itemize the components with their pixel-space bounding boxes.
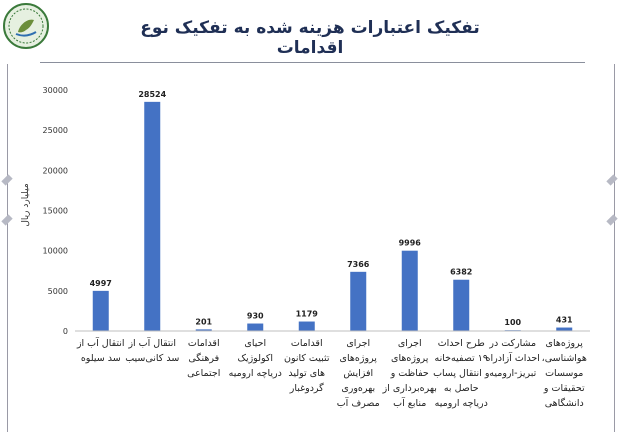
x-tick-label: اکولوژیک xyxy=(237,353,273,364)
x-tick-label: هواشناسی، xyxy=(542,353,587,364)
organization-emblem-icon xyxy=(3,3,49,49)
x-tick-label: دانشگاهی xyxy=(545,397,584,409)
x-tick-label: انتقال آب از xyxy=(76,336,125,349)
x-tick-label: تثبیت کانون xyxy=(284,353,330,364)
data-labels: 4997 28524 201 930 1179 7366 9996 6382 100 431 xyxy=(90,90,573,327)
data-label: 201 xyxy=(195,317,212,326)
x-tick-label: تحقیقات و xyxy=(543,383,585,394)
x-tick-label: طرح احداث xyxy=(438,338,485,349)
x-tick-label: انتقال آب از xyxy=(127,336,176,349)
bar xyxy=(556,327,573,331)
page-title: تفکیک اعتبارات هزینه شده به تفکیک نوع اق… xyxy=(140,18,480,58)
x-tick-label: ۱۹ تصفیه‌خانه xyxy=(435,353,488,364)
bar xyxy=(247,323,264,331)
x-tick-label: بهره‌وری xyxy=(341,383,375,394)
data-label: 4997 xyxy=(90,279,112,288)
y-tick-label: 30000 xyxy=(43,86,68,95)
data-label: 7366 xyxy=(347,260,370,269)
x-tick-label: تبریز-ارومیه xyxy=(489,368,536,379)
data-label: 100 xyxy=(504,318,521,327)
x-tick-label: سد سیلوه xyxy=(81,353,121,364)
x-tick-label: پروژه‌های xyxy=(546,338,584,349)
data-label: 28524 xyxy=(138,90,166,99)
x-tick-label: فرهنگی xyxy=(188,352,219,364)
x-tick-label: پروژه‌های xyxy=(340,353,378,364)
y-axis-label: میلیارد ریال xyxy=(21,183,31,227)
bar xyxy=(144,101,161,331)
x-tick-label: های تولید xyxy=(288,368,325,379)
data-label: 431 xyxy=(556,316,573,325)
y-axis: 0 5000 10000 15000 20000 25000 30000 xyxy=(43,86,68,336)
x-tick-label: دریاچه ارومیه xyxy=(229,368,282,379)
x-tick-label: اجرای xyxy=(398,338,422,349)
x-tick-label: اجرای xyxy=(346,338,370,349)
title-divider xyxy=(40,62,585,63)
y-tick-label: 0 xyxy=(63,327,68,336)
x-tick-label: اقدامات xyxy=(291,338,323,349)
x-tick-label: احیای xyxy=(244,338,266,349)
data-label: 9996 xyxy=(399,239,422,248)
x-tick-label: مصرف آب xyxy=(337,396,380,409)
bar xyxy=(350,271,367,331)
x-tick-label: مشارکت در xyxy=(488,338,536,349)
x-tick-label: حفاظت و xyxy=(390,368,429,379)
y-tick-label: 25000 xyxy=(43,126,68,135)
bar xyxy=(195,329,212,331)
x-tick-label: احداث آزادراه xyxy=(486,351,540,364)
x-tick-label: و انتقال پساب xyxy=(433,368,489,379)
y-tick-label: 20000 xyxy=(43,166,68,175)
x-tick-label: سد کانی‌سیب xyxy=(125,353,179,364)
x-tick-label: بهره‌برداری از xyxy=(382,383,437,394)
x-tick-label: افزایش xyxy=(343,368,373,379)
x-tick-label: اقدامات xyxy=(188,338,220,349)
data-label: 930 xyxy=(247,312,264,321)
bars xyxy=(92,101,573,331)
data-label: 1179 xyxy=(296,310,319,319)
y-tick-label: 15000 xyxy=(43,207,68,216)
x-tick-label: گردوغبار xyxy=(289,382,324,394)
x-tick-label: منابع آب xyxy=(393,396,426,409)
chart-frame xyxy=(7,64,615,432)
x-tick-label: اجتماعی xyxy=(187,368,220,379)
bar xyxy=(92,290,109,331)
x-tick-label: دریاچه ارومیه xyxy=(435,398,488,409)
data-label: 6382 xyxy=(450,268,472,277)
y-tick-label: 5000 xyxy=(48,287,68,296)
y-tick-label: 10000 xyxy=(43,247,68,256)
x-tick-label: حاصل به xyxy=(444,383,479,394)
bar xyxy=(453,279,470,331)
bar xyxy=(401,250,418,331)
x-tick-label: پروژه‌های xyxy=(391,353,429,364)
x-tick-label: موسسات xyxy=(545,368,583,379)
bar xyxy=(298,321,315,331)
